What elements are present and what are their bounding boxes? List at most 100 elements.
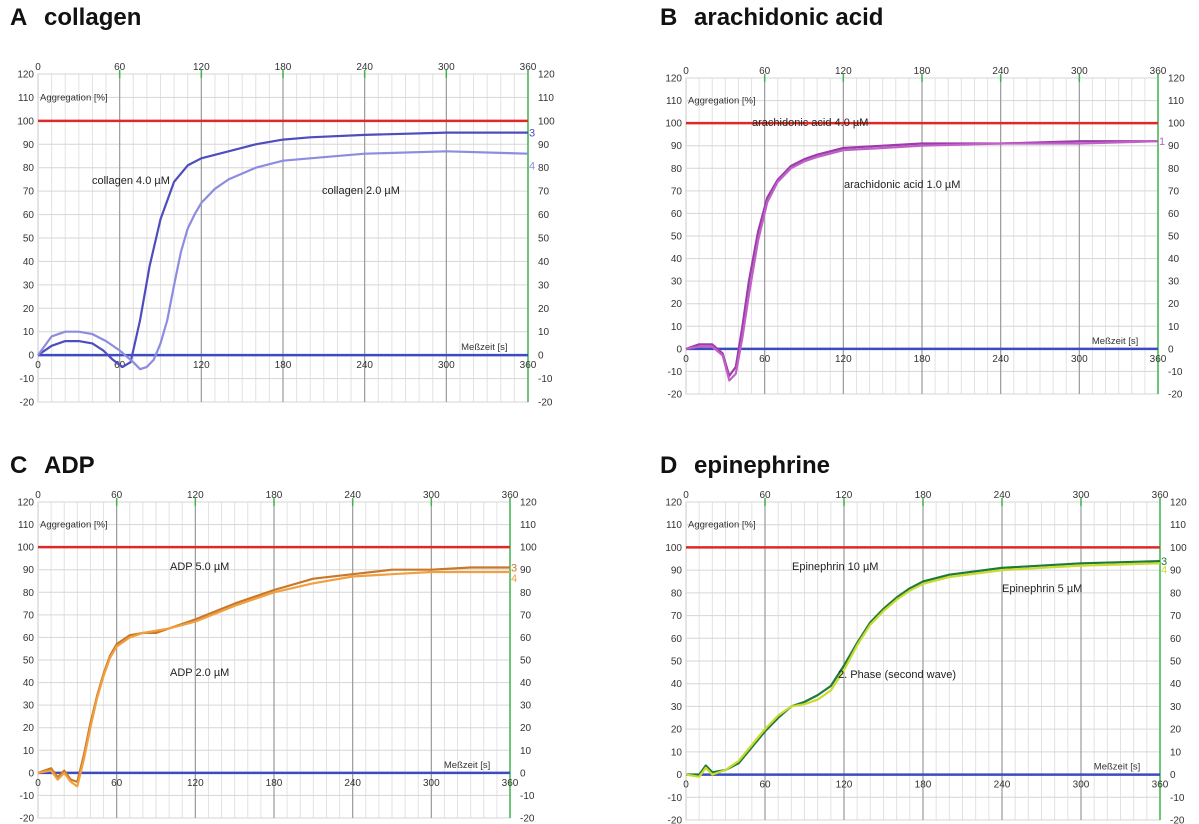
p0-annotation-1: collagen 4.0 µM xyxy=(92,175,170,187)
p1-x-tick-label: 180 xyxy=(914,354,931,365)
p0-x-tick-label: 0 xyxy=(35,360,41,371)
p2-y-tick-label-left: 90 xyxy=(23,565,35,576)
p1-y-tick-label-left: 70 xyxy=(671,186,683,197)
p2-y-tick-label-right: 100 xyxy=(520,543,537,554)
panel-a-letter: A xyxy=(10,4,28,31)
p0-y-tick-label-right: 40 xyxy=(538,257,550,268)
p0-y-tick-label-right: 70 xyxy=(538,187,550,198)
p3-x-tick-label: 240 xyxy=(994,780,1011,791)
p0-y-tick-label-left: 20 xyxy=(23,304,35,315)
p1-y-tick-label-right: 100 xyxy=(1168,119,1185,130)
p0-y-tick-label-right: 120 xyxy=(538,70,555,81)
p3-x-tick-top-label: 240 xyxy=(994,490,1011,501)
panel-c-title: C ADP xyxy=(10,452,95,480)
p3-y-axis-title: Aggregation [%] xyxy=(688,520,756,531)
panel-c-heading: ADP xyxy=(44,452,95,479)
p0-y-tick-label-left: 110 xyxy=(18,93,34,104)
p2-y-tick-label-right: 30 xyxy=(520,701,532,712)
p0-x-tick-top-label: 240 xyxy=(356,62,373,73)
p2-y-tick-label-left: 10 xyxy=(23,746,35,757)
p0-y-tick-label-right: 90 xyxy=(538,140,550,151)
p0-x-tick-label: 300 xyxy=(438,360,455,371)
panel-a-heading: collagen xyxy=(44,4,142,31)
p2-series-line-2 xyxy=(37,570,510,788)
p1-y-tick-label-right: 50 xyxy=(1168,232,1180,243)
p3-series-line-2 xyxy=(685,562,1161,778)
p2-x-axis-title: Meßzeit [s] xyxy=(444,760,490,771)
p2-y-tick-label-right: -20 xyxy=(520,814,535,824)
p2-y-tick-label-left: 30 xyxy=(23,701,35,712)
p0-y-tick-label-right: 80 xyxy=(538,163,550,174)
p1-y-tick-label-left: 50 xyxy=(671,232,683,243)
p0-x-tick-label: 360 xyxy=(520,360,537,371)
p0-x-tick-top-label: 300 xyxy=(438,62,455,73)
p2-x-tick-label: 60 xyxy=(111,778,123,789)
p3-x-axis-title: Meßzeit [s] xyxy=(1094,762,1140,773)
p3-annotation-1: Epinephrin 10 µM xyxy=(792,561,878,573)
p3-y-tick-label-left: 30 xyxy=(671,702,683,713)
p1-y-tick-label-right: 80 xyxy=(1168,164,1180,175)
p2-x-tick-label: 240 xyxy=(344,778,361,789)
p2-annotation-1: ADP 5.0 µM xyxy=(170,561,229,573)
p0-y-tick-label-right: 0 xyxy=(538,351,544,362)
p3-y-tick-label-right: 120 xyxy=(1170,498,1187,509)
panel-b-letter: B xyxy=(660,4,678,31)
p1-series-end-label: 1 xyxy=(1159,136,1165,148)
p0-y-tick-label-right: 10 xyxy=(538,327,550,338)
p0-y-tick-label-right: 20 xyxy=(538,304,550,315)
p3-y-tick-label-right: 110 xyxy=(1170,520,1186,531)
p3-x-tick-label: 360 xyxy=(1152,780,1169,791)
p2-x-tick-top-label: 120 xyxy=(187,490,204,501)
p2-y-tick-label-right: -10 xyxy=(520,791,535,802)
p1-y-tick-label-right: 30 xyxy=(1168,277,1180,288)
p3-annotation-2: Epinephrin 5 µM xyxy=(1002,583,1082,595)
p3-y-tick-label-left: 10 xyxy=(671,747,683,758)
p2-annotation-2: ADP 2.0 µM xyxy=(170,667,229,679)
p0-y-tick-label-right: 30 xyxy=(538,280,550,291)
p1-x-tick-label: 360 xyxy=(1150,354,1167,365)
p3-x-tick-top-label: 300 xyxy=(1073,490,1090,501)
p0-series-end-label: 4 xyxy=(529,161,535,173)
p2-y-tick-label-right: 20 xyxy=(520,723,532,734)
p1-y-tick-label-left: 10 xyxy=(671,322,683,333)
p1-x-tick-top-label: 60 xyxy=(759,66,771,77)
p2-y-tick-label-right: 110 xyxy=(520,520,536,531)
p2-y-tick-label-left: 70 xyxy=(23,610,35,621)
p1-y-tick-label-left: 30 xyxy=(671,277,683,288)
p1-x-tick-label: 120 xyxy=(835,354,852,365)
p2-y-tick-label-left: 120 xyxy=(17,498,34,509)
p2-y-tick-label-left: 40 xyxy=(23,678,35,689)
p2-y-tick-label-right: 50 xyxy=(520,656,532,667)
p3-y-tick-label-left: 0 xyxy=(676,770,682,781)
p0-series-line-1 xyxy=(37,131,528,368)
p0-y-tick-label-right: 60 xyxy=(538,210,550,221)
p0-y-tick-label-left: 10 xyxy=(23,327,35,338)
panel-d-heading: epinephrine xyxy=(694,452,831,479)
p3-y-tick-label-left: 70 xyxy=(671,611,683,622)
p0-x-tick-label: 180 xyxy=(275,360,292,371)
p0-y-tick-label-left: 50 xyxy=(23,234,35,245)
p3-y-tick-label-right: 70 xyxy=(1170,611,1182,622)
p1-y-tick-label-right: -10 xyxy=(1168,367,1183,378)
p2-y-tick-label-right: 10 xyxy=(520,746,532,757)
chart-d: 006060120120180180240240300300360360-20-… xyxy=(665,490,1187,824)
p3-y-tick-label-left: -10 xyxy=(668,793,683,804)
p3-y-tick-label-left: 110 xyxy=(666,520,682,531)
p1-x-tick-top-label: 300 xyxy=(1071,66,1088,77)
p1-y-tick-label-left: -20 xyxy=(668,390,683,401)
p1-y-tick-label-left: 20 xyxy=(671,299,683,310)
p3-x-tick-label: 0 xyxy=(683,780,689,791)
p0-x-tick-label: 240 xyxy=(356,360,373,371)
p2-x-tick-label: 300 xyxy=(423,778,440,789)
p2-y-tick-label-right: 0 xyxy=(520,768,526,779)
p0-y-tick-label-right: -20 xyxy=(538,398,553,409)
p2-x-tick-label: 360 xyxy=(502,778,519,789)
p1-series-line-2 xyxy=(685,140,1159,382)
p1-y-tick-label-right: 40 xyxy=(1168,254,1180,265)
p1-y-tick-label-right: -20 xyxy=(1168,390,1183,401)
p3-y-tick-label-left: 60 xyxy=(671,634,683,645)
p1-y-tick-label-left: 100 xyxy=(665,119,682,130)
